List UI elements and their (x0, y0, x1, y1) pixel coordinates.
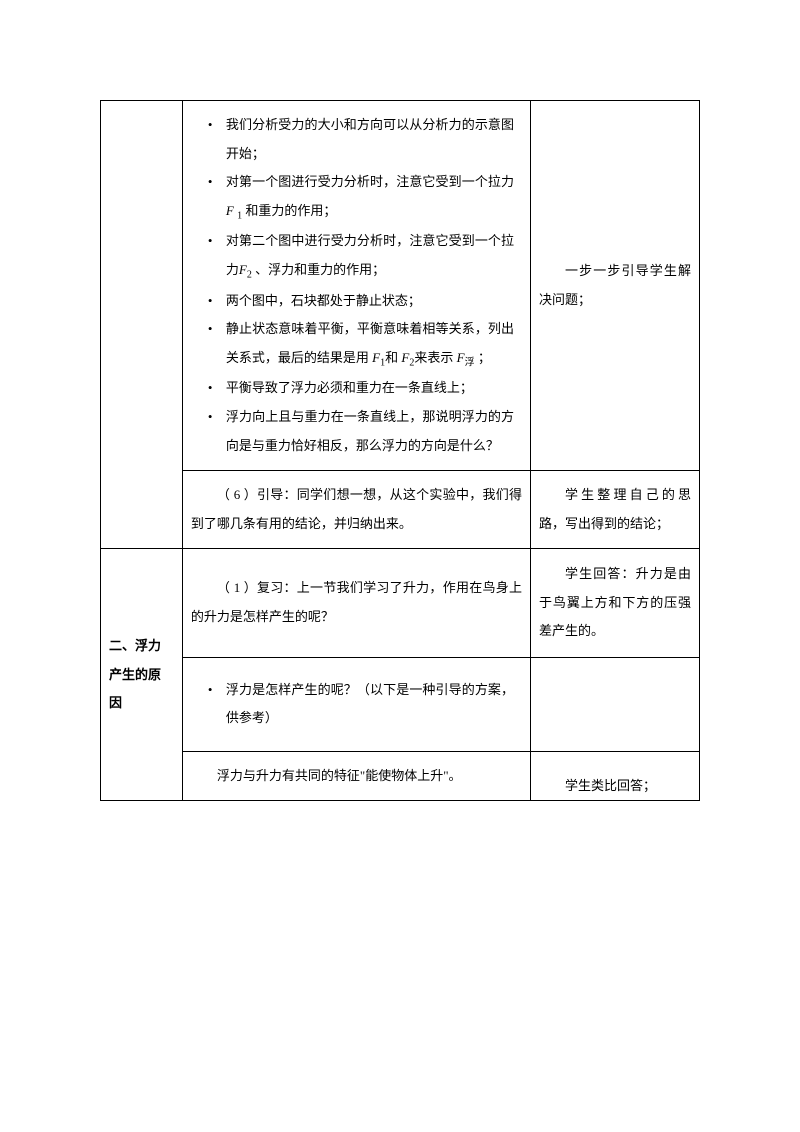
table-row: 浮力与升力有共同的特征"能使物体上升"。 学生类比回答； (101, 751, 700, 801)
list-item: 静止状态意味着平衡，平衡意味着相等关系，列出关系式，最后的结果是用 F1和 F2… (226, 315, 522, 374)
mid-cell: （ 6 ）引导：同学们想一想，从这个实验中，我们得到了哪几条有用的结论，并归纳出… (182, 471, 530, 549)
bullet-list: 浮力是怎样产生的呢？（以下是一种引导的方案，供参考） (191, 676, 522, 733)
student-answer-text: 学生回答：升力是由于鸟翼上方和下方的压强差产生的。 (539, 560, 691, 646)
section-label: 二、浮力产生的原因 (109, 632, 174, 718)
right-cell: 学生整理自己的思路，写出得到的结论； (531, 471, 700, 549)
list-item: 浮力向上且与重力在一条直线上，那说明浮力的方向是与重力恰好相反，那么浮力的方向是… (226, 403, 522, 460)
list-item: 对第二个图中进行受力分析时，注意它受到一个拉力F2 、浮力和重力的作用； (226, 227, 522, 286)
section-label-cell: 二、浮力产生的原因 (101, 549, 183, 801)
list-item: 浮力是怎样产生的呢？（以下是一种引导的方案，供参考） (226, 676, 522, 733)
bullets-cell: 我们分析受力的大小和方向可以从分析力的示意图开始； 对第一个图进行受力分析时，注… (182, 101, 530, 471)
paragraph-text: （ 1 ）复习：上一节我们学习了升力，作用在鸟身上的升力是怎样产生的呢？ (191, 574, 522, 631)
section-label-cell (101, 101, 183, 549)
paragraph-text: （ 6 ）引导：同学们想一想，从这个实验中，我们得到了哪几条有用的结论，并归纳出… (191, 481, 522, 538)
student-analogy-text: 学生类比回答； (539, 772, 691, 801)
right-cell: 一步一步引导学生解决问题； (531, 101, 700, 471)
list-item: 两个图中，石块都处于静止状态； (226, 287, 522, 316)
table-row: 二、浮力产生的原因 （ 1 ）复习：上一节我们学习了升力，作用在鸟身上的升力是怎… (101, 549, 700, 657)
student-action-text: 学生整理自己的思路，写出得到的结论； (539, 481, 691, 538)
table-row: 我们分析受力的大小和方向可以从分析力的示意图开始； 对第一个图进行受力分析时，注… (101, 101, 700, 471)
table-row: 浮力是怎样产生的呢？（以下是一种引导的方案，供参考） (101, 657, 700, 751)
table-row: （ 6 ）引导：同学们想一想，从这个实验中，我们得到了哪几条有用的结论，并归纳出… (101, 471, 700, 549)
right-cell (531, 657, 700, 751)
mid-cell: 浮力与升力有共同的特征"能使物体上升"。 (182, 751, 530, 801)
list-item: 我们分析受力的大小和方向可以从分析力的示意图开始； (226, 111, 522, 168)
list-item: 对第一个图进行受力分析时，注意它受到一个拉力 F 1 和重力的作用； (226, 168, 522, 227)
list-item: 平衡导致了浮力必须和重力在一条直线上； (226, 374, 522, 403)
paragraph-text: 浮力与升力有共同的特征"能使物体上升"。 (191, 762, 522, 791)
lesson-plan-table: 我们分析受力的大小和方向可以从分析力的示意图开始； 对第一个图进行受力分析时，注… (100, 100, 700, 801)
mid-cell: （ 1 ）复习：上一节我们学习了升力，作用在鸟身上的升力是怎样产生的呢？ (182, 549, 530, 657)
right-cell: 学生类比回答； (531, 751, 700, 801)
mid-cell: 浮力是怎样产生的呢？（以下是一种引导的方案，供参考） (182, 657, 530, 751)
guidance-text: 一步一步引导学生解决问题； (539, 257, 691, 314)
bullet-list: 我们分析受力的大小和方向可以从分析力的示意图开始； 对第一个图进行受力分析时，注… (191, 111, 522, 460)
right-cell: 学生回答：升力是由于鸟翼上方和下方的压强差产生的。 (531, 549, 700, 657)
